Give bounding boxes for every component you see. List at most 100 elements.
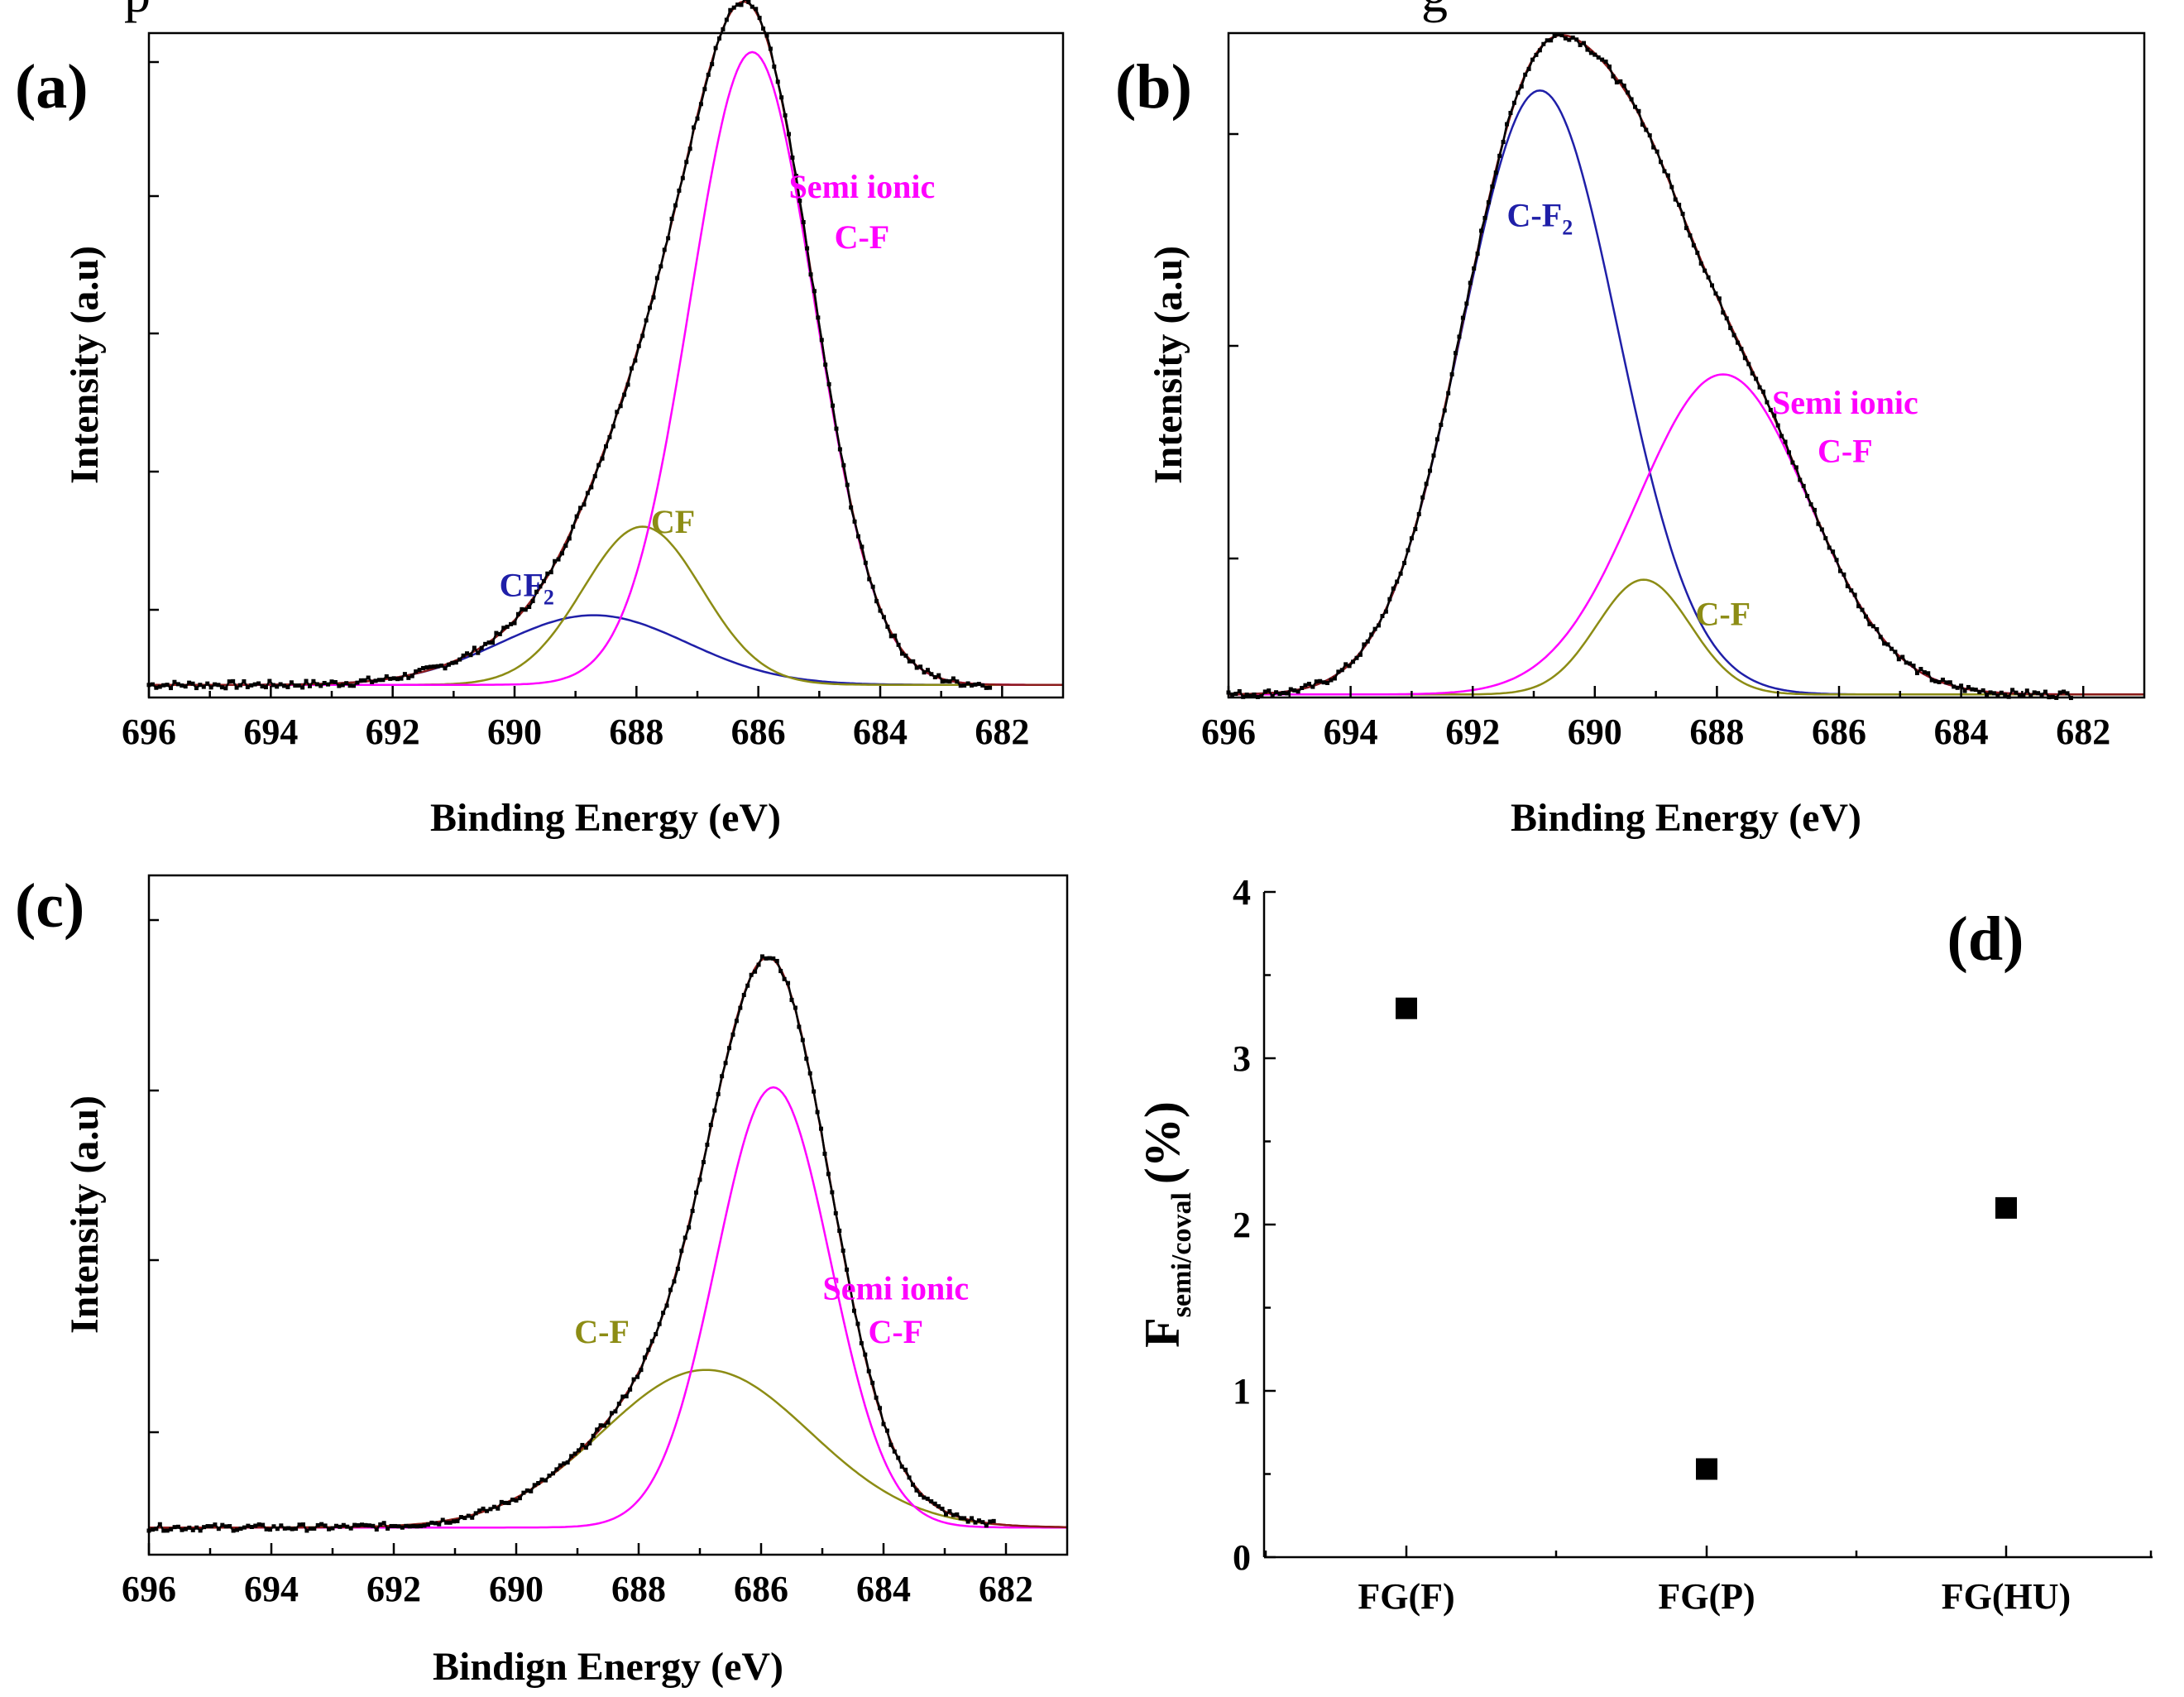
peak-curve-a-1 [149,525,1063,686]
data-point-b-21 [1303,683,1308,688]
data-point-b-229 [2065,691,2070,696]
data-point-a-163 [742,0,747,1]
data-point-b-84 [1534,52,1539,57]
data-point-c-217 [943,1512,948,1517]
data-point-b-113 [1640,122,1645,127]
data-point-c-221 [958,1516,963,1521]
data-point-b-218 [2024,688,2029,693]
data-point-b-29 [1332,676,1337,681]
data-point-a-49 [326,682,331,687]
data-point-c-25 [238,1527,243,1532]
y-tick-label-d-1: 1 [1233,1371,1251,1412]
data-point-c-210 [917,1493,922,1498]
data-point-a-35 [275,684,280,689]
x-tick-label-a-0: 696 [122,712,176,752]
data-point-b-90 [1556,32,1561,37]
data-point-b-86 [1541,41,1546,46]
data-point-a-212 [922,670,927,675]
data-point-b-20 [1300,685,1305,690]
data-point-c-212 [925,1496,930,1501]
data-point-a-136 [644,318,649,323]
data-point-c-194 [859,1340,864,1345]
data-point-b-193 [1933,678,1938,683]
data-point-a-154 [710,62,715,67]
data-point-c-161 [738,1005,743,1010]
data-point-a-84 [453,660,458,665]
data-point-c-219 [951,1512,956,1517]
data-point-a-4 [161,683,166,688]
x-tick-label-b-4: 688 [1689,712,1744,752]
data-point-a-205 [896,642,901,647]
data-point-b-195 [1940,678,1945,683]
data-point-c-135 [642,1355,647,1360]
data-point-c-49 [327,1527,332,1532]
data-point-c-77 [429,1520,434,1525]
data-point-b-160 [1812,507,1817,512]
data-point-a-26 [242,678,247,683]
data-point-b-89 [1552,33,1557,38]
data-point-c-139 [657,1321,662,1326]
data-point-a-200 [878,608,883,613]
data-point-a-190 [841,463,846,467]
data-point-c-188 [837,1228,842,1233]
data-point-c-213 [929,1499,934,1504]
annotation-a-1-line-0: CF [651,503,695,540]
data-point-b-162 [1819,527,1824,532]
data-point-b-103 [1603,59,1608,64]
data-point-c-154 [712,1108,717,1113]
x-tick-label-b-1: 694 [1324,712,1378,752]
data-point-a-152 [702,87,707,92]
data-point-b-150 [1775,423,1780,428]
data-point-a-100 [512,621,517,626]
data-point-c-134 [639,1368,644,1373]
data-point-c-204 [896,1455,901,1460]
data-point-b-43 [1383,609,1388,614]
data-point-a-47 [318,683,323,688]
data-point-c-167 [759,954,764,959]
data-point-a-52 [337,683,342,688]
data-point-c-79 [437,1522,442,1527]
envelope-curve-a [149,0,1063,686]
data-point-c-127 [613,1409,618,1414]
data-point-b-33 [1347,664,1352,669]
data-point-c-59 [363,1522,368,1527]
annotation-c-0-line-0: C-F [574,1313,630,1350]
data-point-c-81 [444,1520,449,1525]
data-point-c-55 [348,1526,353,1531]
data-point-c-84 [455,1518,460,1523]
data-point-c-177 [797,1024,802,1029]
data-point-a-172 [775,79,780,84]
data-point-b-96 [1578,42,1583,47]
data-point-c-19 [216,1527,221,1532]
data-point-b-214 [2010,688,2015,693]
data-point-b-26 [1321,680,1326,685]
data-point-b-216 [2017,693,2022,698]
panel-c: (c) 696 694 692 690 688 686 684 682 C-F Semi ion… [15,871,1069,1689]
data-point-c-215 [936,1504,941,1509]
data-point-a-85 [457,657,462,662]
data-point-b-52 [1416,511,1421,516]
data-point-c-184 [822,1151,827,1156]
data-point-c-121 [591,1433,596,1438]
data-point-a-144 [673,203,678,208]
data-point-a-53 [340,683,345,688]
data-point-b-138 [1731,333,1736,338]
y-axis-title-unit-d: (%) [1135,1101,1190,1184]
data-point-c-31 [261,1522,266,1527]
data-point-c-14 [198,1528,203,1533]
data-point-a-164 [746,0,751,5]
data-point-a-42 [300,685,305,690]
data-point-c-75 [422,1523,427,1528]
data-point-c-140 [661,1311,666,1316]
data-point-b-178 [1878,635,1883,640]
data-point-b-48 [1402,560,1407,565]
data-point-b-73 [1493,170,1498,175]
data-point-b-60 [1446,391,1451,395]
data-point-c-185 [826,1172,831,1177]
data-point-b-228 [2062,689,2067,694]
data-point-a-46 [314,682,319,687]
x-tick-label-b-7: 682 [2056,712,2110,752]
data-point-a-191 [845,482,850,487]
data-point-a-57 [355,680,360,685]
